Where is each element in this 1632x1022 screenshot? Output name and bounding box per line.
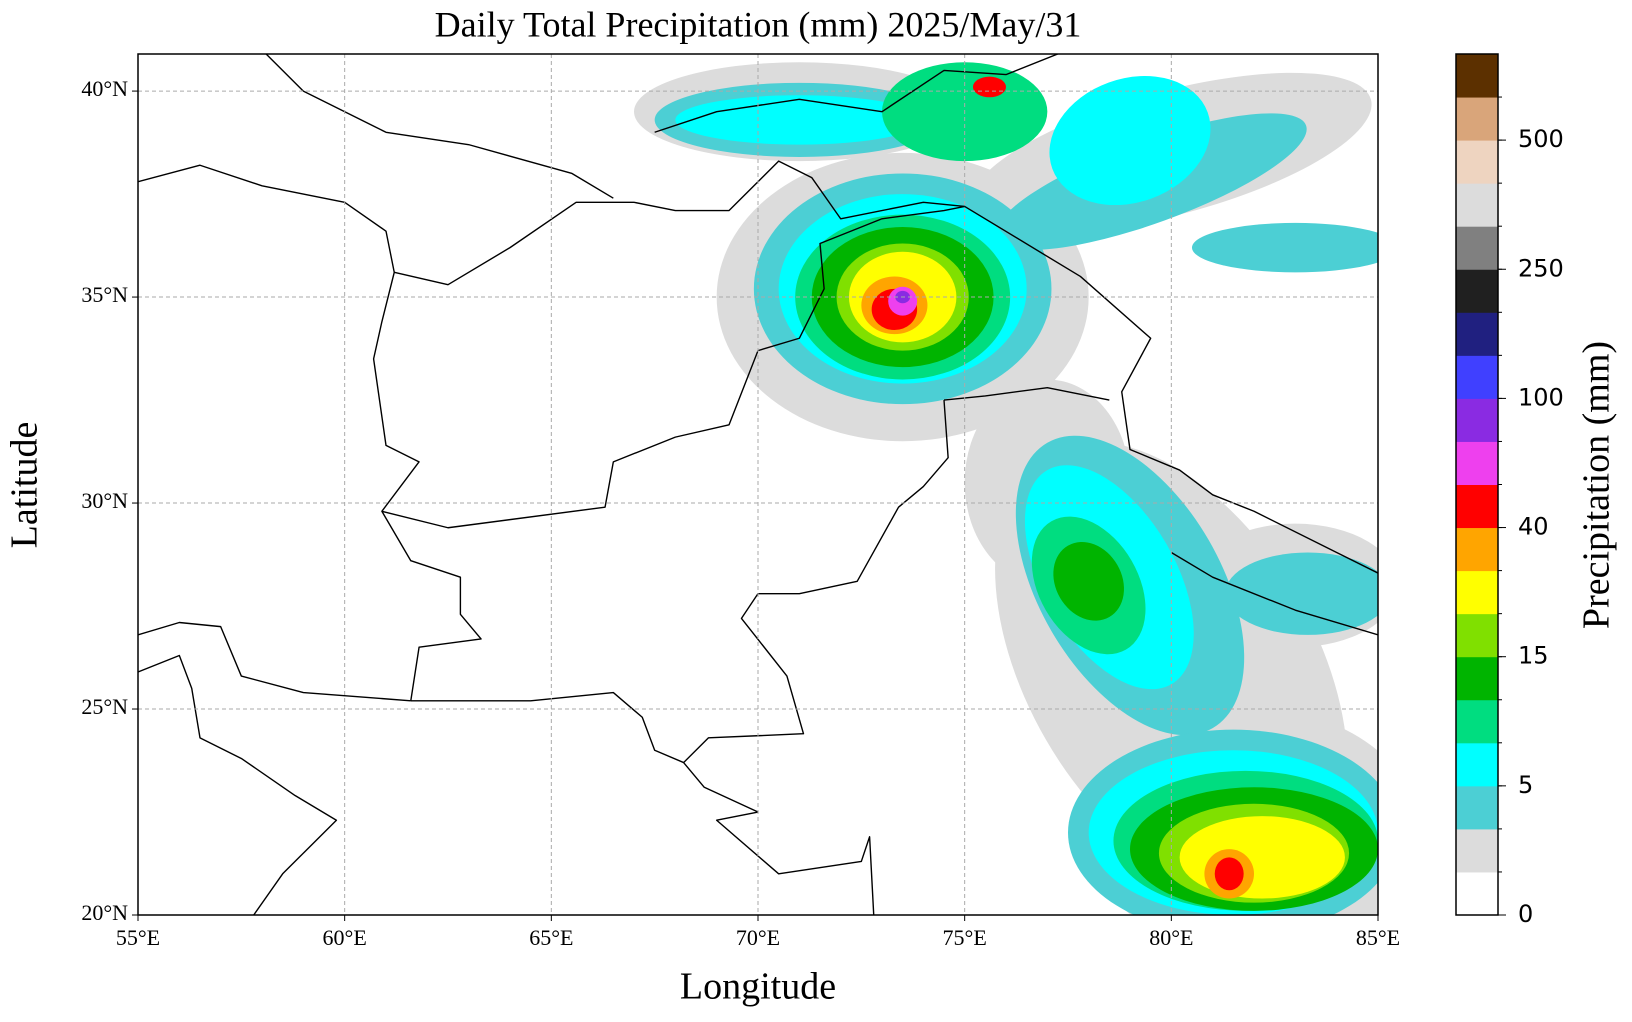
x-tick-label: 80°E (1149, 925, 1193, 950)
colorbar-bin (1456, 570, 1498, 615)
y-tick-label: 35°N (81, 282, 128, 307)
colorbar-bin (1456, 355, 1498, 399)
colorbar-bin (1456, 398, 1498, 442)
colorbar-bin (1456, 613, 1498, 658)
colorbar-bin (1456, 785, 1498, 830)
colorbar-bin (1456, 828, 1498, 873)
colorbar-bin (1456, 226, 1498, 270)
y-tick-label: 30°N (81, 488, 128, 513)
colorbar-tick-label: 100 (1518, 383, 1564, 411)
colorbar-tick-label: 0 (1518, 900, 1533, 928)
colorbar-tick-label: 40 (1518, 513, 1549, 541)
colorbar-bin (1456, 484, 1498, 529)
x-tick-label: 85°E (1356, 925, 1400, 950)
colorbar-bin (1456, 699, 1498, 744)
plot-area (138, 40, 1378, 915)
x-axis-label: Longitude (680, 966, 836, 1008)
colorbar-bin (1456, 441, 1498, 485)
x-tick-label: 65°E (529, 925, 573, 950)
y-tick-label: 25°N (81, 694, 128, 719)
y-tick-label: 20°N (81, 900, 128, 925)
colorbar-bin (1456, 269, 1498, 313)
colorbar-tick-label: 250 (1518, 254, 1564, 282)
x-tick-label: 75°E (943, 925, 987, 950)
colorbar-bin (1456, 871, 1498, 916)
colorbar-tick-label: 500 (1518, 125, 1564, 153)
colorbar-bin (1456, 54, 1498, 98)
colorbar-bin (1456, 742, 1498, 787)
colorbar-tick-label: 15 (1518, 642, 1549, 670)
colorbar-label: Precipitation (mm) (1576, 341, 1618, 629)
colorbar-bin (1456, 97, 1498, 141)
y-tick-label: 40°N (81, 76, 128, 101)
y-axis-label: Latitude (4, 422, 46, 549)
x-tick-label: 70°E (736, 925, 780, 950)
colorbar-bin (1456, 527, 1498, 572)
geo-layer (138, 40, 1378, 915)
colorbar-bin (1456, 656, 1498, 701)
colorbar-bin (1456, 183, 1498, 227)
x-tick-label: 55°E (116, 925, 160, 950)
x-tick-label: 60°E (323, 925, 367, 950)
chart-title: Daily Total Precipitation (mm) 2025/May/… (435, 4, 1082, 44)
colorbar-tick-label: 5 (1518, 771, 1533, 799)
colorbar-bin (1456, 140, 1498, 184)
colorbar-bin (1456, 312, 1498, 356)
